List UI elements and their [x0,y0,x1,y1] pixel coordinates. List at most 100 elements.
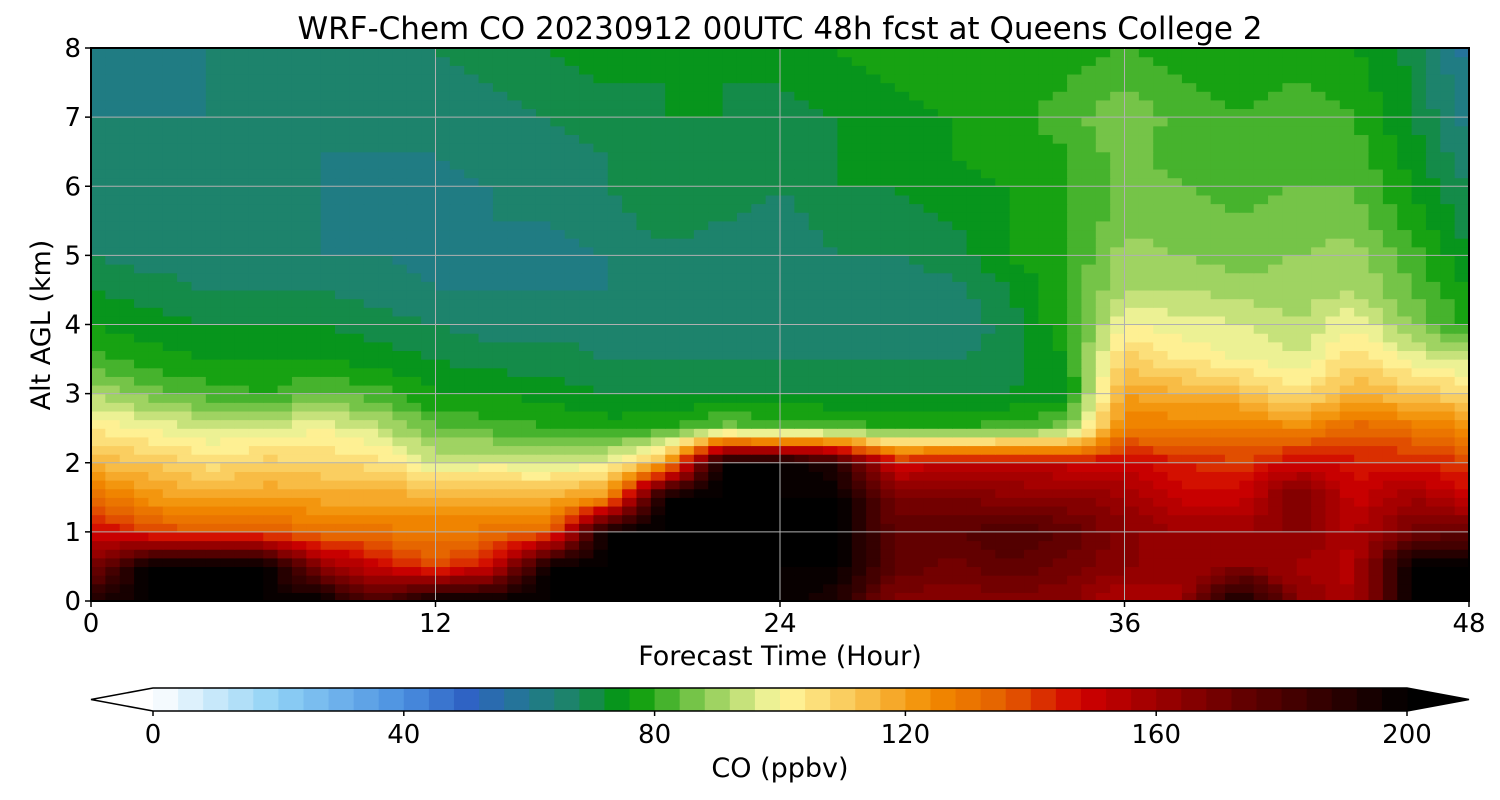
heatmap-cell [1167,454,1183,464]
heatmap-cell [392,307,408,317]
heatmap-cell [1052,220,1068,231]
heatmap-cell [665,419,681,429]
heatmap-cell [148,315,164,326]
heatmap-cell [177,177,193,187]
heatmap-cell [923,367,939,377]
heatmap-cell [894,272,910,282]
heatmap-cell [492,298,508,308]
heatmap-cell [478,497,494,507]
heatmap-cell [550,359,566,369]
heatmap-cell [1024,186,1039,196]
heatmap-cell [579,367,594,377]
heatmap-cell [1009,462,1025,472]
heatmap-cell [291,359,307,369]
heatmap-cell [693,168,709,179]
heatmap-cell [306,151,322,161]
heatmap-cell [392,151,408,161]
heatmap-cell [1095,531,1111,542]
heatmap-cell [1224,402,1240,412]
heatmap-cell [966,177,982,187]
heatmap-cell [263,238,279,248]
heatmap-cell [1210,350,1226,360]
heatmap-cell [1368,393,1384,403]
heatmap-cell [866,255,882,265]
heatmap-cell [521,307,537,317]
heatmap-cell [679,229,695,239]
heatmap-cell [363,393,379,403]
heatmap-cell [277,419,293,429]
heatmap-cell [966,281,982,291]
heatmap-cell [995,229,1011,239]
heatmap-cell [880,462,896,472]
heatmap-cell [1153,445,1169,455]
heatmap-cell [1067,505,1083,516]
heatmap-cell [937,359,953,369]
heatmap-cell [851,324,867,334]
heatmap-cell [205,238,221,248]
heatmap-cell [937,497,953,507]
heatmap-cell [119,384,135,395]
heatmap-cell [91,505,106,516]
heatmap-cell [1454,393,1470,403]
heatmap-cell [1311,497,1327,507]
heatmap-cell [1397,514,1413,524]
heatmap-cell [995,264,1011,274]
heatmap-cell [1095,238,1111,248]
heatmap-cell [492,523,508,533]
heatmap-cell [1153,471,1169,481]
heatmap-cell [866,177,882,187]
heatmap-cell [708,376,724,386]
heatmap-cell [1454,575,1470,585]
heatmap-cell [966,419,982,429]
heatmap-cell [708,220,724,231]
heatmap-cell [1339,333,1355,343]
heatmap-cell [1067,557,1083,568]
heatmap-cell [162,160,178,170]
heatmap-cell [894,203,910,213]
heatmap-cell [392,436,408,447]
heatmap-cell [507,376,523,386]
heatmap-cell [1124,480,1140,490]
heatmap-cell [248,505,264,516]
heatmap-cell [1095,186,1111,196]
heatmap-cell [980,272,996,282]
heatmap-cell [91,462,106,472]
heatmap-cell [966,151,982,161]
heatmap-cell [823,186,839,196]
heatmap-cell [277,281,293,291]
heatmap-cell [1196,298,1212,308]
heatmap-cell [1339,298,1355,308]
heatmap-cell [1067,471,1083,481]
heatmap-cell [406,471,422,481]
heatmap-cell [980,592,996,602]
heatmap-cell [421,549,437,559]
heatmap-cell [1067,315,1083,326]
heatmap-cell [1052,307,1068,317]
heatmap-cell [1196,436,1212,447]
heatmap-cell [306,220,322,231]
heatmap-cell [335,177,350,187]
heatmap-cell [823,376,839,386]
heatmap-cell [923,350,939,360]
heatmap-cell [966,220,982,231]
heatmap-cell [995,281,1011,291]
heatmap-cell [1067,497,1083,507]
heatmap-cell [765,203,781,213]
heatmap-cell [1282,367,1298,377]
heatmap-cell [937,203,953,213]
heatmap-cell [880,505,896,516]
heatmap-cell [1368,583,1384,593]
heatmap-cell [722,583,738,593]
heatmap-cell [866,212,882,222]
heatmap-cell [794,549,810,559]
heatmap-cell [291,324,307,334]
heatmap-cell [1038,488,1054,498]
heatmap-cell [406,333,422,343]
heatmap-cell [134,359,150,369]
heatmap-cell [191,315,207,326]
heatmap-cell [1411,497,1427,507]
heatmap-cell [1081,376,1097,386]
heatmap-cell [507,393,523,403]
heatmap-cell [980,315,996,326]
heatmap-cell [277,264,293,274]
